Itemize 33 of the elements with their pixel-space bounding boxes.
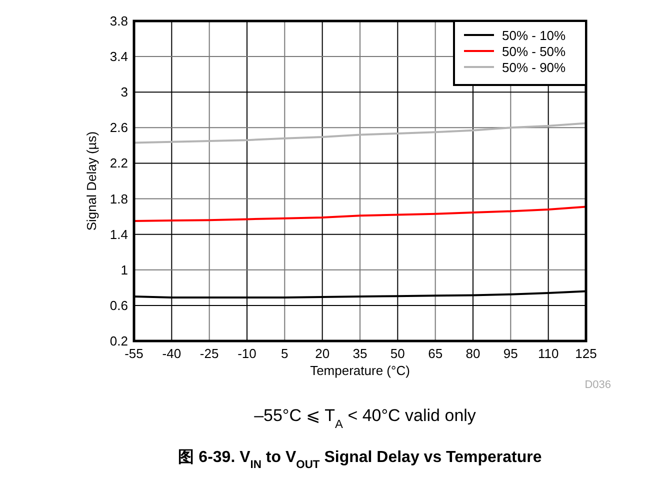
legend-label: 50% - 90% xyxy=(502,60,566,75)
text: 图 6-39. V$_{IN}$ to V$_{OUT}$ Signal Delay vs Temperature xyxy=(178,449,542,471)
x-tick-label: 35 xyxy=(352,346,368,361)
legend-label: 50% - 50% xyxy=(502,44,566,59)
x-tick-label: 95 xyxy=(503,346,518,361)
x-tick-label: 50 xyxy=(390,346,405,361)
x-tick-label: 80 xyxy=(466,346,480,361)
x-tick-label: -25 xyxy=(200,346,219,361)
x-tick-label: 110 xyxy=(538,346,559,361)
text: –55°C ⩽ T$_{A}$ < 40°C valid only xyxy=(254,406,476,431)
x-tick-label: 65 xyxy=(428,346,443,361)
y-tick-label: 2.6 xyxy=(110,120,128,136)
y-tick-label: 3 xyxy=(120,84,128,100)
text: D036 xyxy=(584,379,611,391)
y-tick-label: 3.4 xyxy=(110,49,128,64)
y-tick-label: 1.8 xyxy=(110,191,128,206)
y-tick-label: 2.2 xyxy=(110,156,128,171)
x-tick-label: -55 xyxy=(124,346,144,361)
x-axis-title: Temperature (°C) xyxy=(310,363,410,378)
y-tick-label: 1 xyxy=(120,262,128,278)
y-tick-label: 3.8 xyxy=(110,14,128,28)
y-axis-title: Signal Delay (µs) xyxy=(84,131,99,231)
line-series xyxy=(133,122,587,144)
y-tick-label: 0.2 xyxy=(110,334,128,348)
x-tick-label: 5 xyxy=(281,346,288,361)
x-tick-label: 20 xyxy=(315,346,330,361)
x-tick-label: -40 xyxy=(162,346,182,361)
x-tick-label: -10 xyxy=(238,346,256,361)
legend-label: 50% - 10% xyxy=(502,28,566,43)
y-tick-label: 1.4 xyxy=(110,226,128,242)
x-tick-label: 125 xyxy=(575,346,597,361)
line-series xyxy=(133,206,587,222)
y-tick-label: 0.6 xyxy=(110,298,128,313)
